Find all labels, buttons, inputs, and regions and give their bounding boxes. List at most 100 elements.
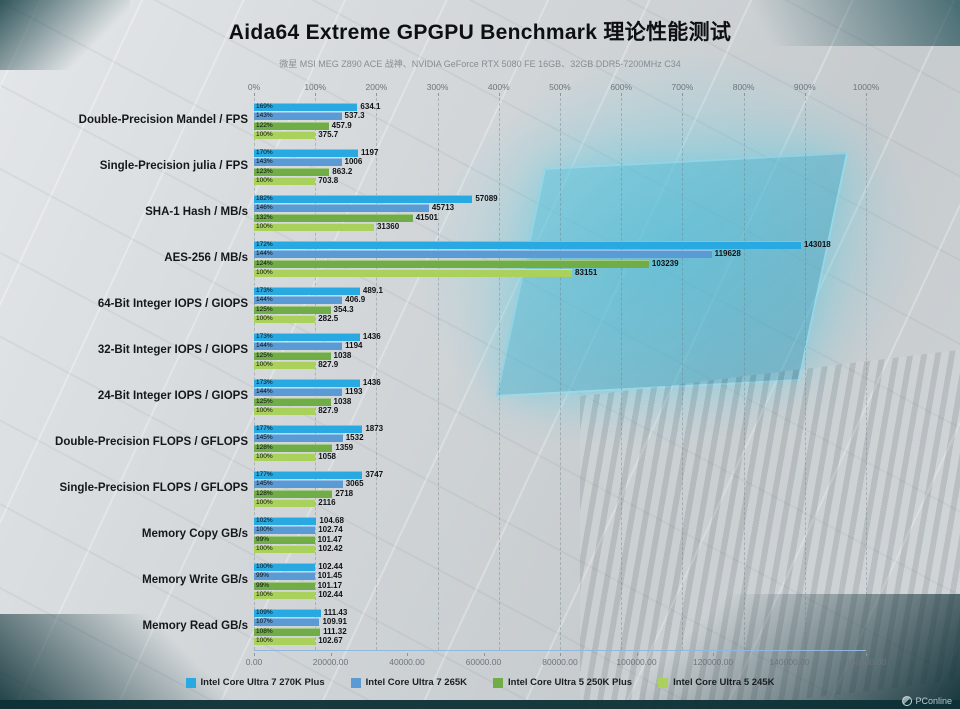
- bar-line: 143% 537.3: [254, 111, 866, 121]
- bar-line: 177% 1873: [254, 423, 866, 433]
- bar-line: 146% 45713: [254, 203, 866, 213]
- top-axis-tick: 400%: [487, 82, 510, 92]
- bar-value-label: 457.9: [331, 120, 352, 130]
- bar-line: 144% 406.9: [254, 295, 866, 305]
- bar-value-label: 109.91: [322, 617, 347, 627]
- watermark-text: PConline: [915, 696, 952, 706]
- bar-percent-label: 143%: [256, 158, 273, 166]
- bar-value-label: 1193: [345, 387, 363, 397]
- bar-value-label: 101.17: [317, 580, 343, 590]
- legend: Intel Core Ultra 7 270K Plus Intel Core U…: [0, 677, 960, 688]
- bar-line: 100% 31360: [254, 222, 866, 232]
- bar-value-label: 1436: [362, 377, 381, 387]
- bar-value-label: 827.9: [318, 360, 339, 370]
- bar-segment: 143%: [254, 158, 342, 167]
- gridline: [743, 98, 745, 650]
- chart-row: Single-Precision julia / FPS 170% 1197 143%…: [0, 144, 870, 190]
- legend-label: Intel Core Ultra 7 270K Plus: [200, 677, 325, 688]
- bar-percent-label: 100%: [256, 545, 273, 553]
- bar-segment: 100%: [254, 453, 316, 462]
- legend-swatch: [185, 677, 196, 688]
- bar-line: 100% 102.44: [254, 590, 866, 600]
- grid-layer: [254, 98, 867, 651]
- bottom-axis-tick: 120000.00: [692, 657, 734, 667]
- bar-value-label: 102.44: [318, 561, 343, 571]
- legend-label: Intel Core Ultra 5 245K: [673, 677, 775, 688]
- bar-value-label: 83151: [575, 268, 598, 278]
- bar-segment: 100%: [254, 637, 316, 646]
- axis-tick-mark: [407, 653, 408, 656]
- bar-value-label: 375.7: [318, 130, 339, 140]
- bar-percent-label: 128%: [256, 443, 273, 451]
- bar-percent-label: 99%: [256, 581, 270, 589]
- bar-percent-label: 100%: [256, 453, 273, 461]
- bar-group: 173% 489.1 144% 406.9 125% 354.3 100% 282.5: [254, 285, 866, 325]
- bar-line: 177% 3747: [254, 469, 866, 479]
- bar-line: 132% 41501: [254, 213, 866, 222]
- bg-corner-bottom-left: [0, 614, 230, 709]
- bar-line: 100% 102.67: [254, 636, 866, 646]
- axis-tick-mark: [254, 93, 255, 96]
- top-axis-tick: 1000%: [852, 82, 880, 92]
- bar-line: 122% 457.9: [254, 120, 866, 130]
- bar-value-label: 1058: [318, 452, 336, 462]
- bar-value-label: 102.67: [318, 636, 343, 646]
- chart-row: Memory Copy GB/s 102% 104.68 100% 102.74 99% 1…: [0, 512, 870, 558]
- category-label: Memory Copy GB/s: [141, 528, 248, 541]
- bar-segment: 123%: [254, 167, 330, 176]
- bar-value-label: 101.45: [317, 571, 343, 581]
- legend-swatch: [658, 677, 669, 688]
- bar-segment: 99%: [254, 535, 315, 544]
- bar-value-label: 103239: [651, 258, 679, 268]
- bar-value-label: 57089: [475, 193, 498, 203]
- bar-segment: 100%: [254, 562, 316, 571]
- legend-label: Intel Core Ultra 5 250K Plus: [508, 677, 633, 688]
- chart-title: Aida64 Extreme GPGPU Benchmark 理论性能测试: [228, 21, 732, 44]
- bar-group: 182% 57089 146% 45713 132% 41501 100% 31360: [254, 193, 866, 233]
- bar-value-label: 101.47: [317, 534, 343, 544]
- bar-percent-label: 143%: [256, 112, 273, 120]
- bar-percent-label: 132%: [256, 213, 273, 221]
- bar-percent-label: 173%: [256, 286, 273, 294]
- bar-value-label: 634.1: [360, 101, 381, 111]
- bar-percent-label: 125%: [256, 397, 273, 405]
- bar-segment: 173%: [254, 378, 360, 387]
- bar-segment: 124%: [254, 259, 649, 268]
- category-label: 24-Bit Integer IOPS / GIOPS: [97, 390, 248, 403]
- bar-percent-label: 144%: [256, 250, 273, 258]
- axis-tick-mark: [866, 653, 867, 656]
- bar-value-label: 703.8: [318, 176, 339, 186]
- bar-segment: 144%: [254, 250, 712, 259]
- axis-tick-mark: [682, 93, 684, 96]
- bar-line: 172% 143018: [254, 240, 866, 249]
- bar-value-label: 3747: [365, 469, 384, 479]
- bar-group: 173% 1436 144% 1194 125% 1038 100% 827.9: [254, 331, 866, 371]
- bar-line: 100% 83151: [254, 268, 866, 278]
- bg-corner-top-left: [0, 0, 130, 70]
- bar-line: 169% 634.1: [254, 101, 866, 111]
- axis-tick-mark: [254, 653, 255, 656]
- bar-percent-label: 99%: [256, 535, 270, 543]
- bar-line: 99% 101.17: [254, 580, 866, 590]
- bar-segment: 132%: [254, 213, 413, 222]
- bar-value-label: 1436: [362, 331, 381, 341]
- top-axis-tick: 800%: [732, 82, 755, 92]
- axis-tick-mark: [560, 653, 561, 656]
- bar-value-label: 489.1: [362, 285, 383, 295]
- gridline: [682, 98, 684, 650]
- bar-segment: 128%: [254, 489, 333, 498]
- bar-value-label: 1873: [365, 423, 384, 433]
- gridline: [621, 98, 623, 650]
- chart-row: 24-Bit Integer IOPS / GIOPS 173% 1436 144% 1…: [0, 374, 870, 420]
- bottom-axis-tick: 100000.00: [616, 657, 657, 667]
- bar-percent-label: 100%: [256, 499, 273, 507]
- bar-percent-label: 123%: [256, 167, 273, 175]
- axis-tick-mark: [315, 93, 317, 96]
- bar-percent-label: 100%: [256, 637, 273, 645]
- chart-row: 64-Bit Integer IOPS / GIOPS 173% 489.1 144%…: [0, 282, 870, 328]
- bar-percent-label: 125%: [256, 351, 273, 359]
- bottom-axis-tick: 40000.00: [389, 657, 425, 667]
- bar-percent-label: 108%: [256, 627, 273, 635]
